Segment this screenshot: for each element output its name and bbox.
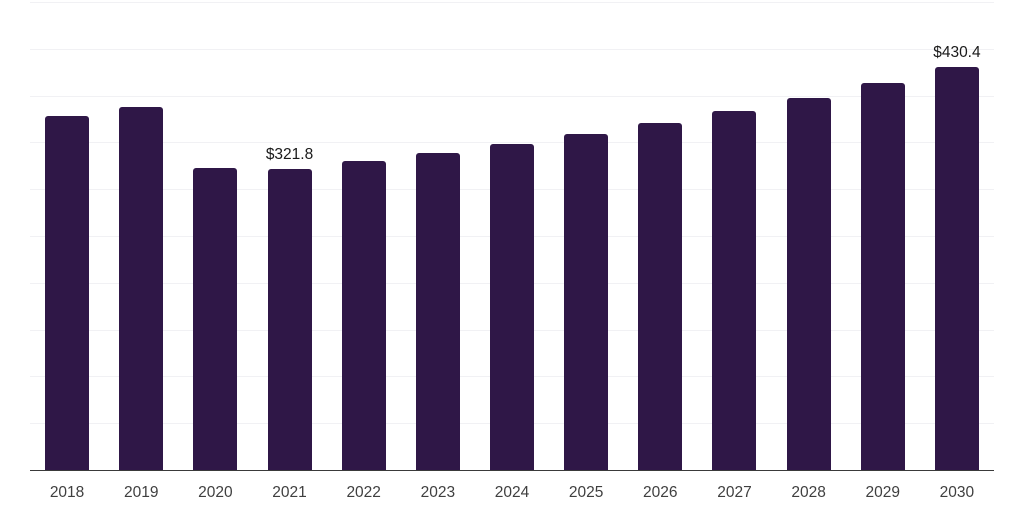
- bar-2027: [712, 110, 757, 470]
- x-tick-2030: 2030: [939, 484, 975, 501]
- x-tick-2024: 2024: [494, 484, 530, 501]
- bar-2020: [193, 168, 238, 470]
- gridline-450: [30, 48, 994, 50]
- x-tick-2019: 2019: [123, 484, 159, 501]
- bar-2019: [119, 106, 164, 470]
- bar-2023: [415, 153, 460, 470]
- bar-2024: [490, 144, 534, 470]
- x-tick-2025: 2025: [568, 484, 604, 501]
- x-tick-2027: 2027: [717, 484, 752, 501]
- bar-2030: [934, 67, 979, 470]
- x-tick-2028: 2028: [791, 484, 826, 501]
- data-label-2030: $430.4: [933, 44, 981, 62]
- x-tick-2021: 2021: [272, 484, 307, 501]
- bar-2022: [341, 161, 386, 470]
- x-axis-line: [30, 469, 994, 471]
- x-tick-2026: 2026: [643, 484, 678, 501]
- data-label-2021: $321.8: [265, 145, 314, 163]
- bar-2021: [267, 168, 312, 470]
- bar-2025: [564, 133, 609, 470]
- x-tick-2023: 2023: [420, 484, 456, 501]
- bar-2026: [638, 122, 683, 470]
- gridline-400: [30, 95, 994, 97]
- x-tick-2029: 2029: [865, 484, 900, 501]
- x-tick-2020: 2020: [198, 484, 233, 501]
- bar-2028: [786, 98, 831, 470]
- bar-2029: [860, 83, 905, 470]
- gridline-500: [30, 2, 994, 3]
- x-tick-2018: 2018: [49, 484, 85, 501]
- x-tick-2022: 2022: [346, 484, 381, 501]
- gridline-350: [30, 142, 994, 144]
- bar-2018: [45, 115, 90, 470]
